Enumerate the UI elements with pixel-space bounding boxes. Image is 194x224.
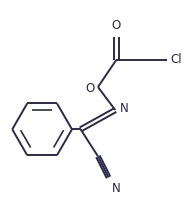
Text: Cl: Cl <box>170 54 182 67</box>
Text: O: O <box>86 82 95 95</box>
Text: O: O <box>112 19 121 32</box>
Text: N: N <box>111 182 120 195</box>
Text: N: N <box>120 102 128 115</box>
